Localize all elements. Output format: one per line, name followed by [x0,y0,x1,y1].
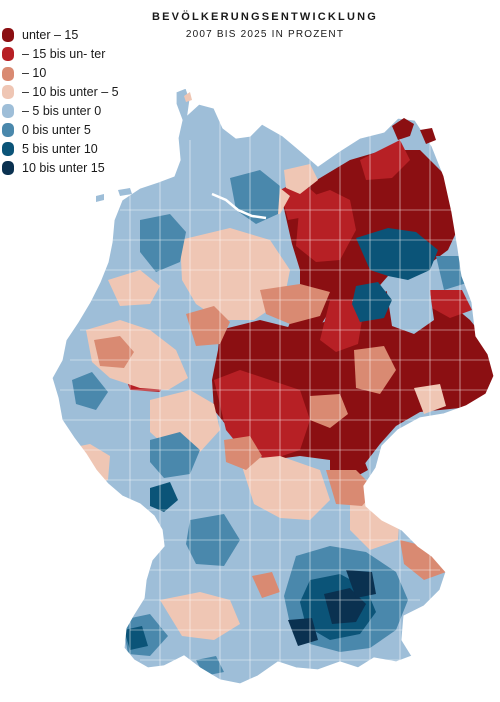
legend-label: – 15 bis un- ter – 10 [22,47,106,80]
legend-item: 5 bis unter 10 [2,138,142,157]
legend-label: unter – 15 [22,28,79,42]
legend-swatch [2,123,14,137]
legend-label: 10 bis unter 15 [22,161,105,175]
legend-swatch [2,85,14,99]
legend-item: 0 bis unter 5 [2,119,142,138]
legend-swatch [2,47,14,61]
legend-item: – 10 bis unter – 5 [2,81,142,100]
legend: unter – 15 – 15 bis un- ter – 10 – 10 bi… [2,24,142,176]
legend-label: – 10 bis unter – 5 [22,85,119,99]
legend-label: 5 bis unter 10 [22,142,98,156]
district-boundaries [60,120,490,684]
islands [96,92,436,202]
legend-swatch [2,67,14,81]
country-border [51,87,495,685]
legend-swatch [2,28,14,42]
map-subtitle: 2007 BIS 2025 IN PROZENT [185,29,345,40]
map-title: BEVÖLKERUNGSENTWICKLUNG [152,11,378,23]
legend-item: 10 bis unter 15 [2,157,142,176]
legend-item: – 15 bis un- ter – 10 [2,43,142,81]
legend-label: 0 bis unter 5 [22,123,91,137]
map-header: BEVÖLKERUNGSENTWICKLUNG 2007 BIS 2025 IN… [150,10,380,42]
legend-label: – 5 bis unter 0 [22,104,102,118]
legend-item: unter – 15 [2,24,142,43]
legend-swatch [2,142,14,156]
legend-swatch [2,104,14,118]
legend-swatch [2,161,14,175]
river [211,192,267,220]
legend-item: – 5 bis unter 0 [2,100,142,119]
